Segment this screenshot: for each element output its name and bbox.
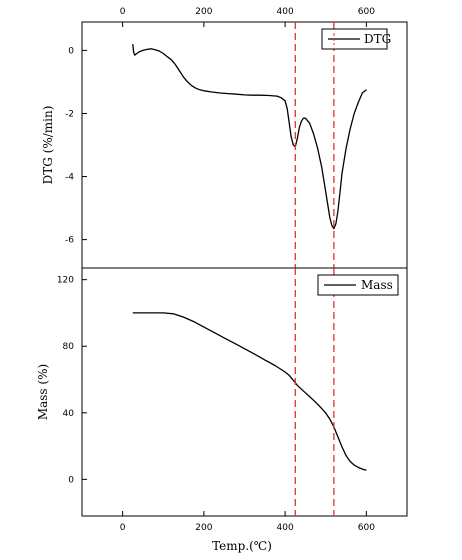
dtg-y-tick-label: -6 xyxy=(65,236,74,246)
mass-x-tick-label: 200 xyxy=(195,523,212,533)
mass-legend-label: Mass xyxy=(361,278,393,292)
mass-legend: Mass xyxy=(317,274,399,296)
mass-y-tick-label: 120 xyxy=(57,276,74,286)
dtg-y-tick-label: -2 xyxy=(65,109,74,119)
mass-legend-box xyxy=(317,274,399,296)
dtg-legend-label: DTG xyxy=(364,32,391,46)
mass-x-tick-label: 400 xyxy=(277,523,294,533)
dtg-series-line xyxy=(132,44,367,230)
mass-x-tick-label: 0 xyxy=(120,523,126,533)
dtg-x-tick-label: 200 xyxy=(195,7,212,17)
dtg-x-tick-label: 600 xyxy=(358,7,375,17)
mass-y-tick-label: 0 xyxy=(68,475,74,485)
dtg-y-axis-label: DTG (%/min) xyxy=(41,106,55,185)
dtg-plot-frame xyxy=(81,21,408,269)
mass-x-tick-label: 600 xyxy=(358,523,375,533)
mass-y-axis-label: Mass (%) xyxy=(36,364,50,420)
mass-y-tick-label: 40 xyxy=(63,409,75,419)
dtg-panel: 0 -2 -4 -6 0 200 400 600 DTG (%/min) DTG xyxy=(41,7,408,269)
mass-y-tick-label: 80 xyxy=(63,342,75,352)
x-axis-label: Temp.(℃) xyxy=(212,539,272,553)
dtg-y-tick-label: -4 xyxy=(65,173,74,183)
dtg-legend: DTG xyxy=(321,28,391,50)
mass-panel: 0 40 80 120 0 200 400 600 Mass (%) Mass Temp.(℃… xyxy=(36,267,408,553)
mass-plot-frame xyxy=(81,267,408,517)
dtg-y-tick-label: 0 xyxy=(68,46,74,56)
mass-series-line xyxy=(132,312,367,471)
dtg-x-tick-label: 400 xyxy=(277,7,294,17)
dtg-x-tick-label: 0 xyxy=(120,7,126,17)
